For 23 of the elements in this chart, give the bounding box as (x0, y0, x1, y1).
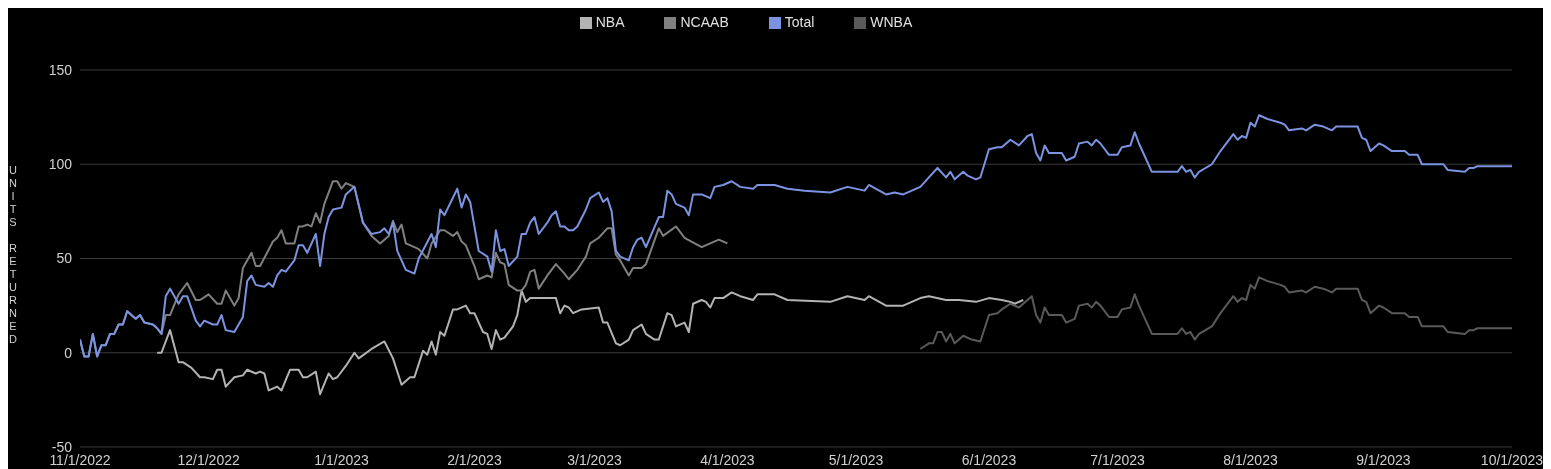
x-tick-label: 3/1/2023 (567, 451, 622, 468)
line-series (156, 289, 1025, 396)
legend-label: NCAAB (680, 14, 729, 30)
legend-label: Total (784, 14, 815, 30)
y-tick-label: 0 (64, 344, 73, 361)
text: UNITS RETURNED (9, 164, 17, 345)
x-tick-label: 6/1/2023 (961, 451, 1017, 468)
x-tick-label: 5/1/2023 (828, 451, 884, 468)
y-tick-label: 100 (48, 156, 73, 173)
x-tick-label: 1/1/2023 (314, 451, 369, 468)
x-tick-label: 2/1/2023 (447, 451, 502, 468)
x-tick-label: 10/1/2023 (1480, 451, 1544, 468)
x-tick-label: 12/1/2022 (177, 451, 240, 468)
y-tick-label: 150 (48, 61, 73, 78)
y-tick-label: 50 (56, 250, 73, 267)
x-tick-label: 7/1/2023 (1090, 451, 1146, 468)
line-series (80, 114, 1512, 358)
legend-label: WNBA (870, 14, 913, 30)
legend-label: NBA (595, 14, 625, 30)
x-tick-label: 9/1/2023 (1356, 451, 1411, 468)
x-tick-label: 8/1/2023 (1223, 451, 1278, 468)
line-series (919, 276, 1512, 350)
x-tick-label: 4/1/2023 (700, 451, 755, 468)
